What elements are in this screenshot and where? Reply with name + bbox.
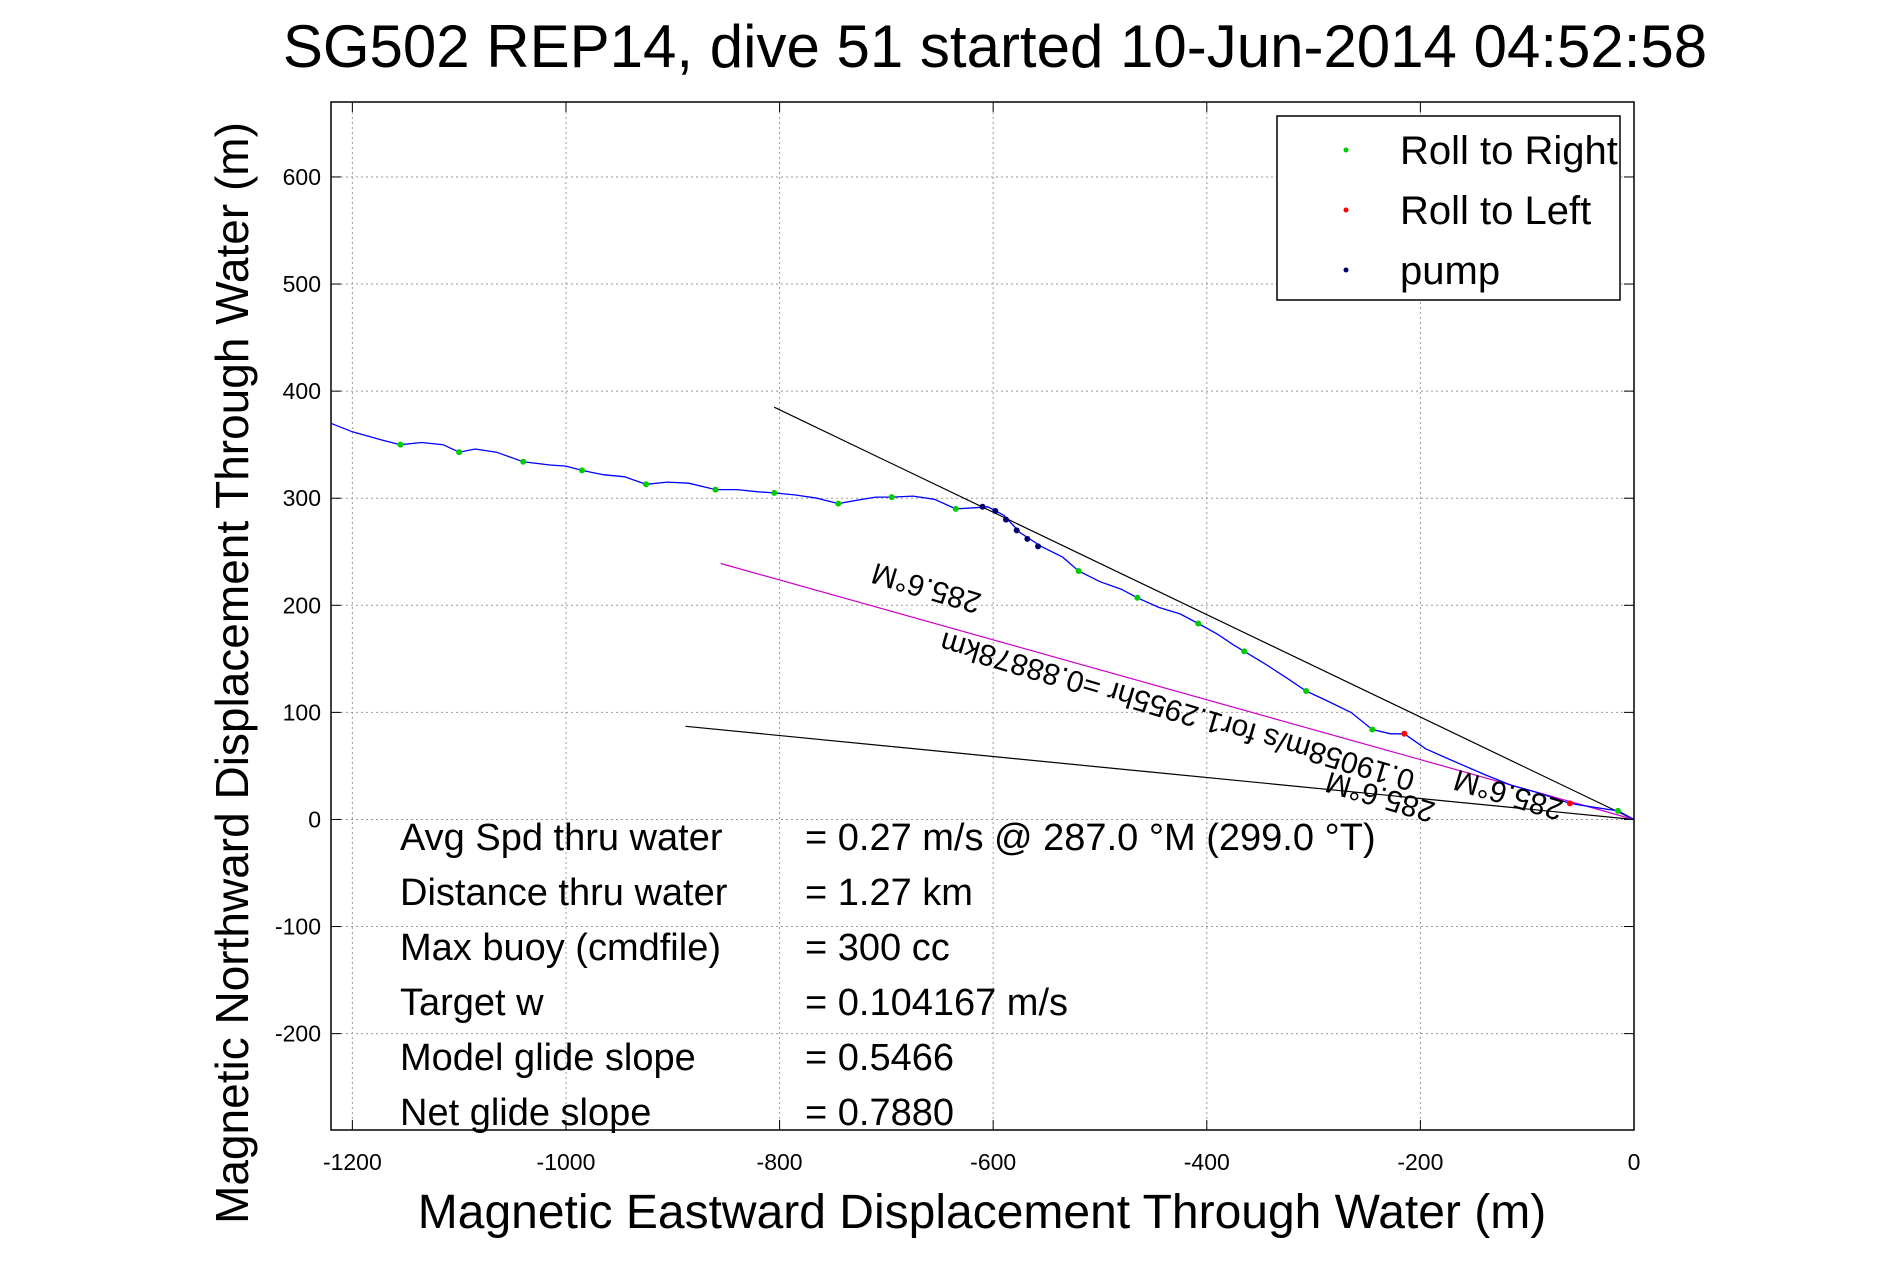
x-tick-label: -200 (1397, 1149, 1443, 1175)
chart-title: SG502 REP14, dive 51 started 10-Jun-2014… (283, 13, 1707, 80)
info-value: = 300 cc (805, 927, 950, 969)
roll-to-right-point (771, 489, 778, 496)
roll-to-right-point (643, 481, 650, 488)
x-ticks: -1200 -1000 -800 -600 -400 -200 0 (323, 102, 1640, 1175)
roll-to-right-point (1369, 726, 1376, 733)
roll-to-right-point (1075, 568, 1082, 575)
roll-to-right-point (1195, 620, 1202, 627)
roll-to-left-point (1401, 730, 1408, 737)
info-label: Max buoy (cmdfile) (400, 927, 721, 969)
legend-label: Roll to Right (1400, 129, 1618, 173)
y-ticks: -200 -100 0 100 200 300 400 500 600 (275, 164, 1634, 1047)
roll-to-right-point (1241, 648, 1248, 655)
y-tick-label: -200 (275, 1021, 321, 1047)
y-tick-label: 500 (283, 271, 321, 297)
legend-box (1276, 115, 1621, 301)
legend-marker (1343, 207, 1349, 213)
roll-to-right-point (520, 458, 527, 465)
roll-to-left-point (1566, 800, 1573, 807)
roll-to-right-point (1303, 687, 1310, 694)
x-tick-label: -1200 (323, 1149, 382, 1175)
legend: Roll to Right Roll to Left pump (1276, 115, 1621, 301)
x-tick-label: -600 (970, 1149, 1016, 1175)
x-tick-label: -800 (757, 1149, 803, 1175)
roll-to-right-point (578, 467, 585, 474)
info-value: = 0.7880 (805, 1092, 954, 1134)
reference-lines (685, 406, 1635, 821)
y-tick-label: -100 (275, 914, 321, 940)
reference-line (773, 406, 1635, 821)
reference-line (685, 725, 1635, 821)
y-tick-label: 200 (283, 592, 321, 618)
roll-to-right-point (1614, 807, 1621, 814)
roll-to-right-point (456, 449, 463, 456)
x-axis-label: Magnetic Eastward Displacement Through W… (418, 1186, 1546, 1239)
pump-point (1035, 543, 1042, 550)
pump-point (992, 508, 999, 515)
roll-to-right-point (835, 500, 842, 507)
roll-to-right-point (397, 441, 404, 448)
roll-markers (397, 441, 1621, 814)
x-tick-label: -1000 (537, 1149, 596, 1175)
legend-marker (1343, 267, 1349, 273)
reference-line (720, 562, 1635, 821)
legend-items: Roll to Right Roll to Left pump (1343, 129, 1618, 293)
info-value: = 0.27 m/s @ 287.0 °M (299.0 °T) (805, 817, 1376, 859)
y-axis-label: Magnetic Northward Displacement Through … (206, 122, 258, 1224)
info-label: Target w (400, 982, 544, 1024)
legend-marker (1343, 147, 1349, 153)
y-tick-label: 0 (308, 806, 321, 832)
info-value: = 0.104167 m/s (805, 982, 1068, 1024)
pump-point (1024, 535, 1031, 542)
info-label: Model glide slope (400, 1037, 696, 1079)
info-value: = 1.27 km (805, 872, 973, 914)
x-tick-label: -400 (1184, 1149, 1230, 1175)
info-label: Distance thru water (400, 872, 728, 914)
info-label: Avg Spd thru water (400, 817, 723, 859)
roll-to-right-point (888, 494, 895, 501)
legend-label: pump (1400, 249, 1500, 293)
dive-summary: Avg Spd thru water = 0.27 m/s @ 287.0 °M … (400, 817, 1376, 1134)
roll-to-right-point (1134, 594, 1141, 601)
pump-point (1013, 527, 1020, 534)
info-label: Net glide slope (400, 1092, 651, 1134)
y-tick-label: 600 (283, 164, 321, 190)
y-tick-label: 400 (283, 378, 321, 404)
y-tick-label: 300 (283, 485, 321, 511)
pump-point (979, 503, 986, 510)
roll-to-right-point (952, 505, 959, 512)
info-value: = 0.5466 (805, 1037, 954, 1079)
legend-label: Roll to Left (1400, 189, 1591, 233)
roll-to-right-point (712, 486, 719, 493)
pump-point (1002, 516, 1009, 523)
x-tick-label: 0 (1628, 1149, 1641, 1175)
y-tick-label: 100 (283, 699, 321, 725)
